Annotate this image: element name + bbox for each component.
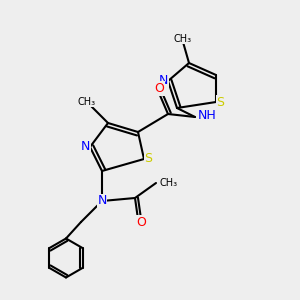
Text: N: N [81,140,90,154]
Text: CH₃: CH₃ [174,34,192,44]
Text: O: O [154,82,164,95]
Text: S: S [145,152,152,166]
Text: CH₃: CH₃ [78,97,96,107]
Text: S: S [217,95,224,109]
Text: NH: NH [198,109,217,122]
Text: CH₃: CH₃ [159,178,177,188]
Text: N: N [159,74,168,88]
Text: N: N [97,194,107,208]
Text: O: O [136,215,146,229]
